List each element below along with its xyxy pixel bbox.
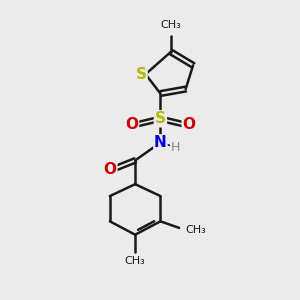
Text: CH₃: CH₃: [185, 225, 206, 235]
Text: CH₃: CH₃: [125, 256, 146, 266]
Text: CH₃: CH₃: [160, 20, 181, 30]
Text: O: O: [125, 117, 138, 132]
Text: S: S: [155, 111, 166, 126]
Text: N: N: [154, 135, 167, 150]
Text: O: O: [183, 117, 196, 132]
Text: S: S: [136, 67, 147, 82]
Text: O: O: [103, 162, 116, 177]
Text: H: H: [171, 140, 180, 154]
